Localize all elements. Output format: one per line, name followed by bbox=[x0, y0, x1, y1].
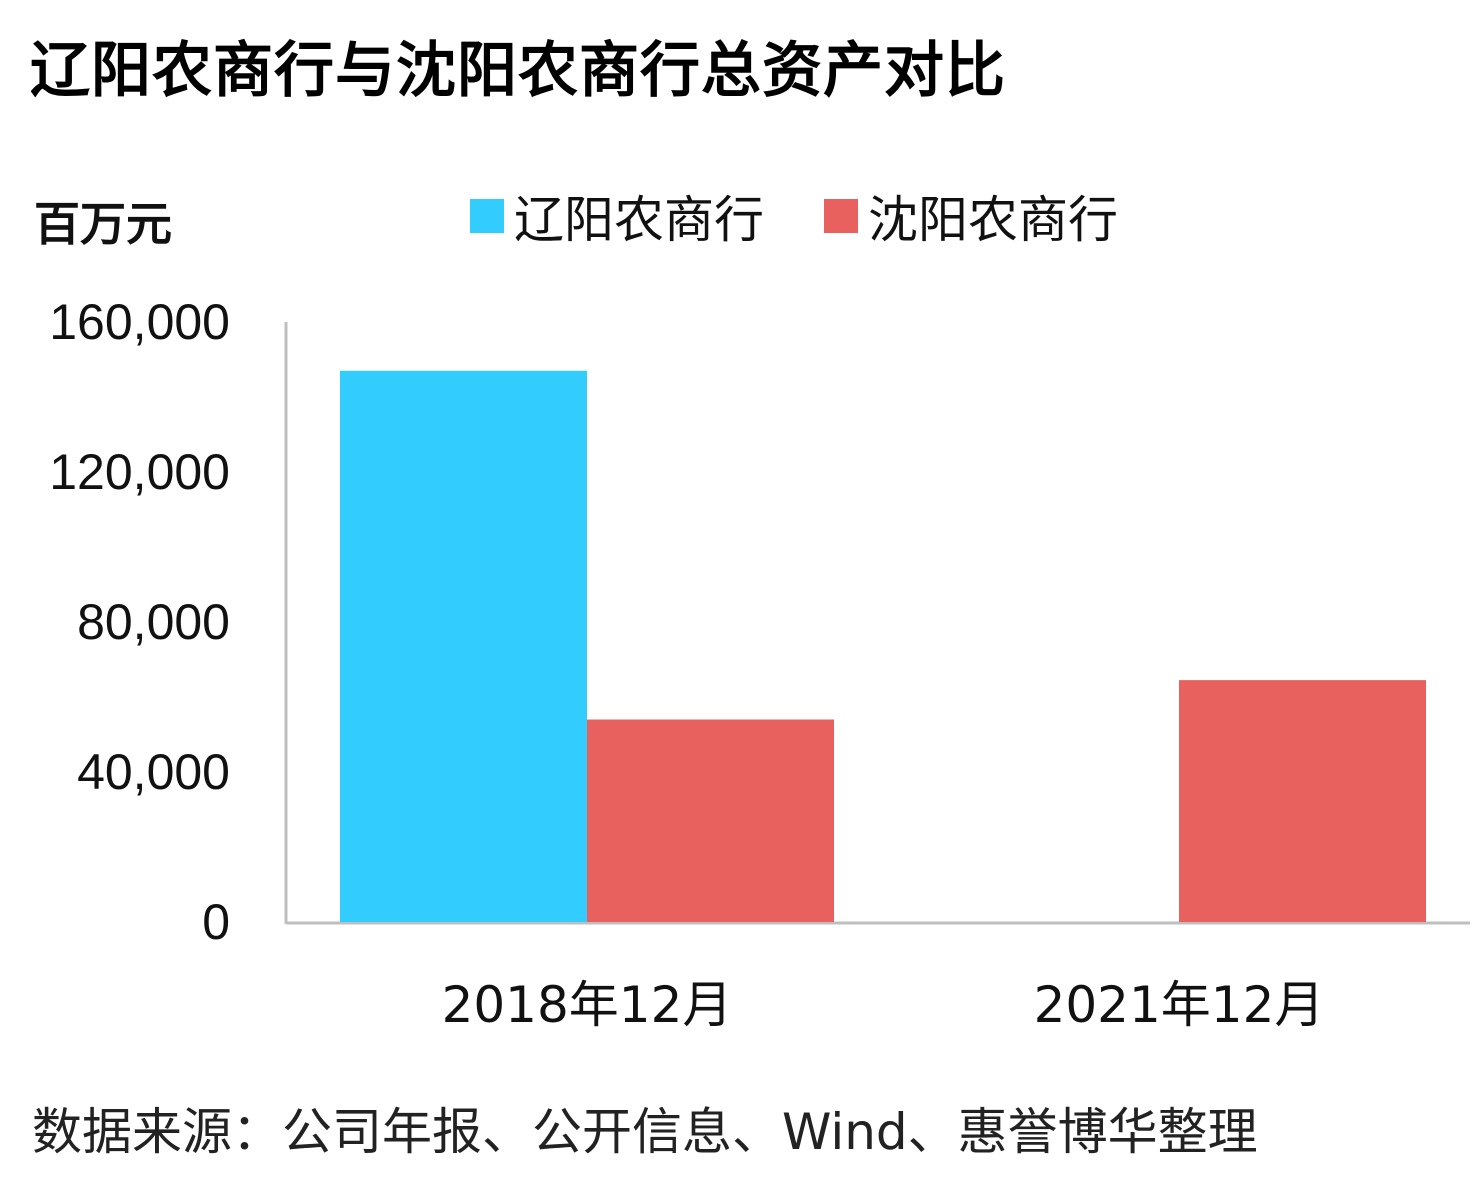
source-note: 数据来源：公司年报、公开信息、Wind、惠誉博华整理 bbox=[32, 1103, 1258, 1161]
legend-item-shenyang: 沈阳农商行 bbox=[824, 180, 1118, 252]
legend: 辽阳农商行 沈阳农商行 bbox=[470, 180, 1178, 252]
legend-swatch-liaoyang bbox=[470, 199, 504, 233]
legend-label-liaoyang: 辽阳农商行 bbox=[514, 191, 764, 249]
chart-title: 辽阳农商行与沈阳农商行总资产对比 bbox=[30, 36, 1006, 106]
legend-swatch-shenyang bbox=[824, 199, 858, 233]
legend-item-liaoyang: 辽阳农商行 bbox=[470, 180, 764, 252]
x-category-label: 2021年12月 bbox=[1034, 976, 1325, 1034]
bar-shenyang-1 bbox=[1179, 680, 1426, 922]
x-category-label: 2018年12月 bbox=[442, 976, 733, 1034]
y-tick-label: 160,000 bbox=[49, 294, 230, 350]
y-tick-label: 120,000 bbox=[49, 444, 230, 500]
y-tick-label: 80,000 bbox=[77, 594, 230, 650]
y-tick-label: 40,000 bbox=[77, 744, 230, 800]
legend-label-shenyang: 沈阳农商行 bbox=[868, 191, 1118, 249]
bar-liaoyang-0 bbox=[340, 370, 587, 922]
y-axis-unit: 百万元 bbox=[34, 197, 172, 251]
bar-shenyang-0 bbox=[587, 719, 834, 922]
y-tick-label: 0 bbox=[202, 894, 230, 950]
